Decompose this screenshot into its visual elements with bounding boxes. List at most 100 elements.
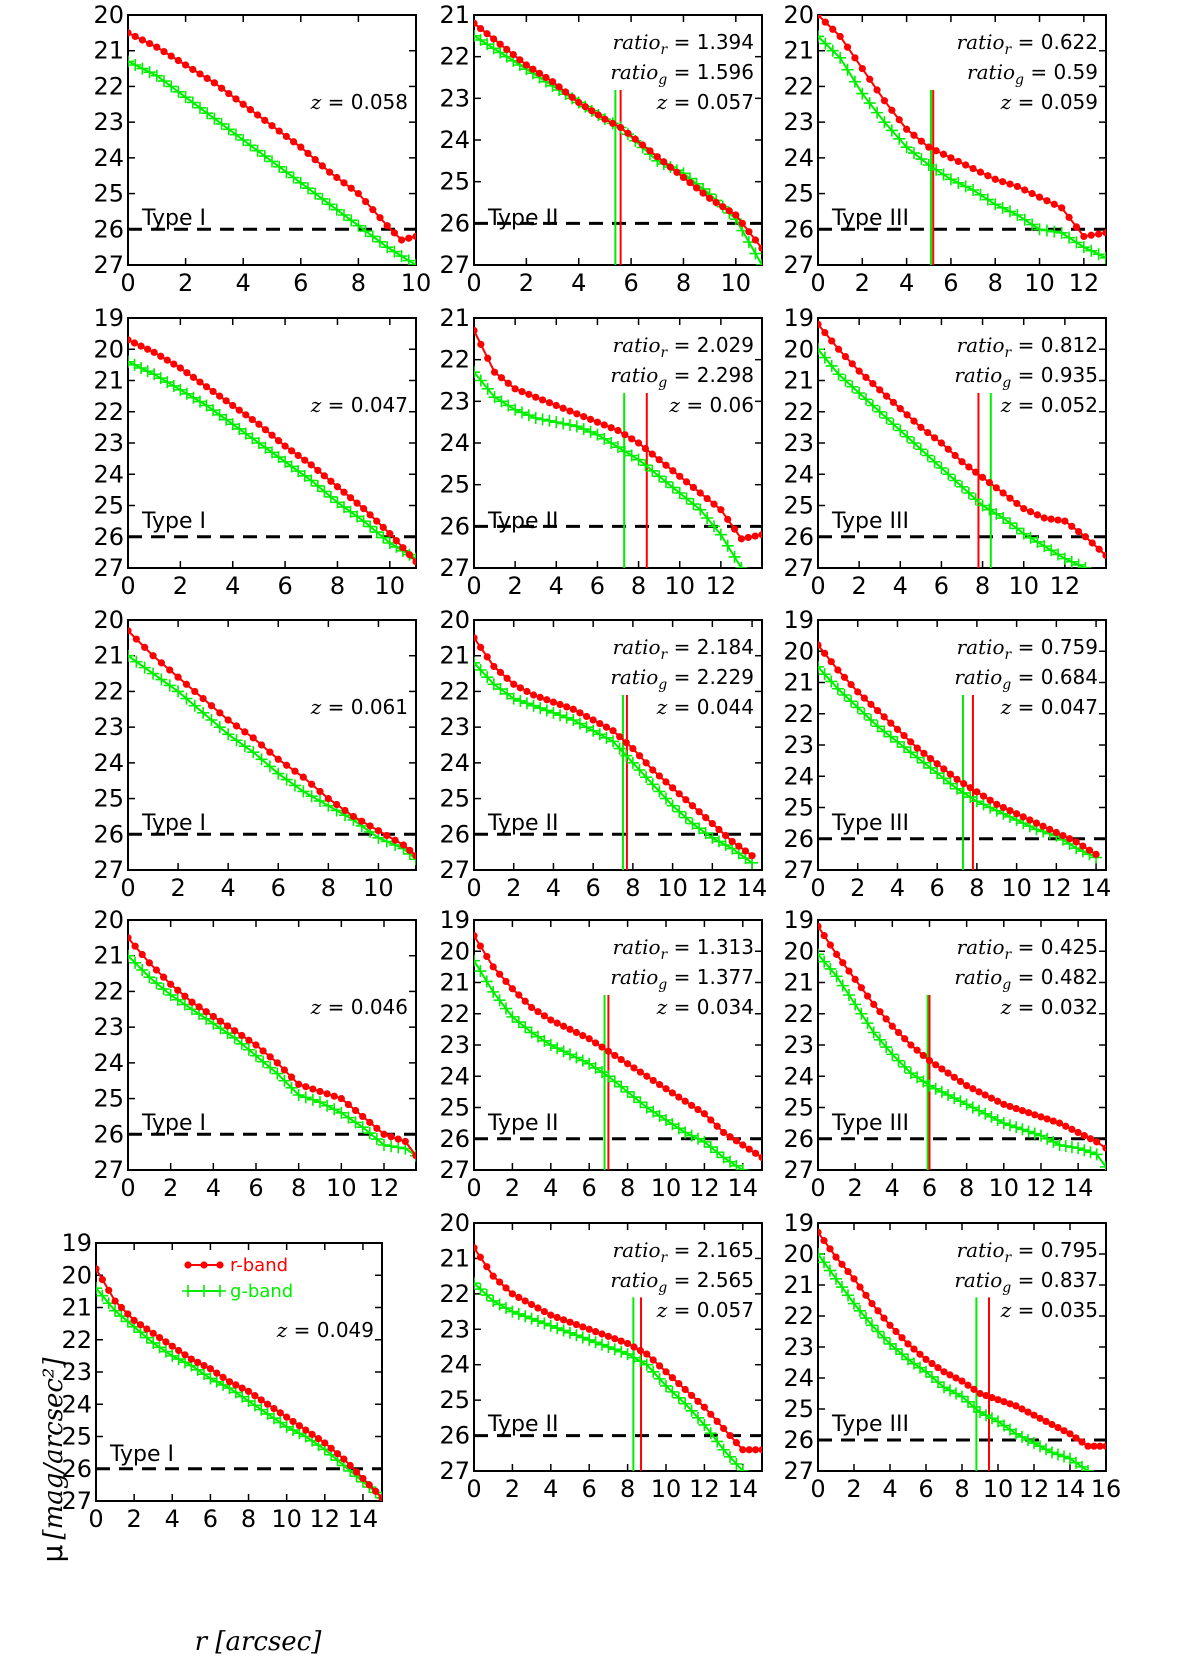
panel-r1c0-r-band-point [130, 339, 139, 347]
panel-r0c1-xtick-label: 4 [571, 269, 586, 297]
panel-r2c2-r-band-point [1085, 846, 1094, 854]
panel-r0c1-r-band-point [692, 184, 701, 192]
panel-r1c1-r-band-point [744, 533, 752, 542]
panel-r1c2-r-band-point [818, 320, 822, 328]
panel-r4c2-ytick-label: 23 [783, 1333, 814, 1361]
panel-r0c2-g-band-point [1085, 244, 1098, 257]
panel-r1c2-r-band-point [944, 445, 952, 453]
panel-r4c2-ytick-label: 21 [783, 1271, 814, 1299]
panel-r1c1-g-band-point [577, 423, 590, 436]
panel-r4c0-xtick-label: 10 [271, 1505, 302, 1533]
panel-r1c0-g-band-point [154, 372, 167, 385]
panel-r1c1-r-band-point [474, 326, 478, 335]
panel-r0c1-type-label: Type II [487, 206, 559, 231]
panel-r0c0-ytick-label: 26 [93, 215, 124, 243]
panel-r0c0-r-band-point [146, 39, 154, 48]
panel-r4c2-g-band-point [926, 1370, 938, 1383]
panel-r0c2-g-band-point [841, 63, 854, 76]
panel-r1c0-g-band-point [377, 531, 390, 544]
panel-r0c1-r-band-point [660, 158, 668, 166]
panel-r0c0-ytick-label: 20 [93, 1, 124, 29]
panel-r0c1-r-band-point [745, 228, 753, 236]
ratio-g-value: 0.935 [1041, 363, 1098, 387]
panel-r3c2-r-band-point [818, 922, 822, 930]
panel-r3c2-ytick-label: 23 [783, 1031, 814, 1059]
panel-r3c2-g-band-point [1028, 1127, 1041, 1140]
panel-r3c0-g-band-point [321, 1099, 334, 1112]
panel-r0c1-r-band-point [631, 135, 639, 143]
panel-r3c0-xtick-label: 2 [163, 1174, 178, 1202]
panel-r3c1-g-band-point [506, 1010, 519, 1023]
panel-r1c0-g-band-point [128, 355, 134, 368]
panel-r4c1-r-band-point [496, 1278, 504, 1286]
panel-r0c2-ytick-label: 22 [783, 72, 814, 100]
panel-r1c2-r-band-point [1006, 494, 1014, 502]
panel-r0c1-g-band-point [481, 38, 494, 51]
panel-r4c0-r-band-point [98, 1275, 106, 1284]
panel-r4c2-r-band-point [1096, 1442, 1104, 1450]
panel-r3c1-r-band-point [675, 1093, 683, 1101]
panel-r3c1-g-band-point [583, 1057, 596, 1070]
panel-r2c2-g-band-point [884, 730, 897, 743]
panel-r3c1-g-band-point [500, 1002, 512, 1015]
panel-r0c2-r-band-point [939, 150, 948, 158]
panel-r2c1-ytick-label: 22 [439, 677, 470, 705]
panel-r1c0-g-band-point [148, 368, 161, 381]
panel-r4c0-r-band-point [276, 1409, 284, 1417]
panel-r1c0-ytick-label: 20 [93, 335, 124, 363]
panel-r1c2-ytick-label: 19 [783, 304, 814, 332]
panel-r0c1-r-band-point [666, 163, 674, 171]
panel-r1c0-g-band-point [180, 387, 193, 400]
panel-r4c2-r-band-point [886, 1321, 894, 1329]
panel-r0c2-g-band-point [967, 184, 980, 196]
panel-r4c1-r-band-point [476, 1253, 484, 1261]
panel-r4c0-xtick-label: 14 [348, 1505, 379, 1533]
panel-r4c1-r-band-point [713, 1417, 721, 1425]
panel-r1c1-r-band-point [758, 531, 762, 539]
panel-r4c1-g-band-point [500, 1302, 512, 1315]
panel-r4c1-r-band-point [668, 1374, 677, 1382]
panel-r4c1-r-band-point [502, 1284, 510, 1292]
panel-r4c2-r-band-point [818, 1228, 822, 1236]
panel-r1c0-g-band-point [272, 451, 285, 464]
panel-r3c1-g-band-point [474, 965, 487, 978]
panel-r2c0-xtick-label: 8 [321, 874, 336, 902]
panel-r0c0-r-band-point [290, 138, 298, 146]
panel-r1c1-ytick-label: 25 [439, 471, 470, 499]
panel-r4c2-g-band-point [962, 1395, 974, 1408]
panel-r2c1-g-band-point [640, 771, 653, 784]
panel-r2c0-g-band-point [155, 673, 168, 686]
panel-r0c2-r-band-point [1013, 182, 1021, 191]
panel-r2c2-xtick-label: 10 [1001, 874, 1032, 902]
panel-r4c2-r-band-point [940, 1368, 948, 1376]
panel-r0c2-g-band-point [900, 141, 913, 154]
redshift-value: 0.059 [1041, 90, 1098, 114]
panel-r2c1-r-band-point [629, 744, 637, 753]
panel-r4c2-g-band-point [866, 1319, 878, 1332]
panel-r2c0-g-band-point [130, 655, 143, 668]
panel-r2c0-ytick-label: 24 [93, 749, 124, 777]
panel-r1c2-r-band-point [1074, 527, 1083, 536]
panel-r0c1-r-band-point [588, 107, 596, 115]
panel-r3c0-ytick-label: 26 [93, 1120, 124, 1148]
panel-r1c2-g-band-point [1031, 535, 1044, 548]
panel-r2c2-xtick-label: 2 [850, 874, 865, 902]
panel-r3c2-ytick-label: 26 [783, 1125, 814, 1153]
panel-r4c2-g-band-point [1034, 1440, 1046, 1453]
panel-r3c1-r-band-point [604, 1047, 613, 1055]
ratio-r-value: 0.812 [1041, 333, 1098, 357]
panel-r0c2-r-band-point [1035, 193, 1044, 201]
panel-r1c1-g-band-point [653, 470, 666, 483]
panel-r0c2-r-band-point [932, 147, 940, 155]
panel-r1c0-r-band-point [405, 551, 414, 559]
panel-r4c0-r-band-point [149, 1329, 157, 1337]
panel-r1c2-r-band-point [978, 473, 987, 481]
panel-r3c1-g-band-point [576, 1054, 589, 1067]
panel-r0c0-xtick-label: 8 [351, 269, 366, 297]
panel-r3c1-ytick-label: 21 [439, 969, 470, 997]
panel-r3c2-ratio-r: ratior = 0.425 [957, 935, 1098, 963]
panel-r0c0-g-band-point [258, 150, 271, 163]
panel-r1c2-g-band-point [935, 462, 948, 474]
panel-r1c2-g-band-point [825, 359, 838, 372]
